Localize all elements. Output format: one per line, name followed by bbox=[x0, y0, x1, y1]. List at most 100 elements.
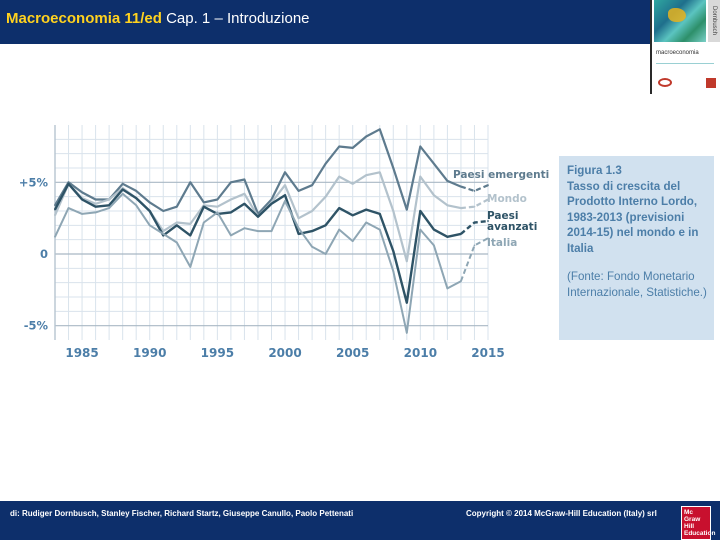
data-point-paesi-avanzati bbox=[446, 235, 449, 238]
data-point-mondo bbox=[378, 171, 381, 174]
data-point-mondo bbox=[405, 260, 408, 263]
data-point-paesi-emergenti bbox=[135, 190, 138, 192]
data-point-mondo bbox=[460, 207, 462, 210]
data-point-italia bbox=[94, 211, 97, 214]
y-tick-label: -5% bbox=[24, 319, 49, 333]
series-forecast-paesi-emergenti bbox=[460, 184, 489, 193]
data-point-italia bbox=[243, 227, 246, 230]
data-point-italia bbox=[446, 287, 449, 290]
data-point-paesi-avanzati bbox=[432, 228, 435, 231]
data-point-italia bbox=[284, 200, 286, 202]
data-point-italia bbox=[405, 331, 408, 334]
figure-caption-box: Figura 1.3 Tasso di crescita del Prodott… bbox=[559, 156, 714, 340]
data-point-paesi-avanzati bbox=[108, 204, 111, 207]
data-point-italia bbox=[54, 235, 56, 238]
data-point-italia bbox=[324, 253, 327, 255]
data-point-mondo bbox=[297, 217, 300, 220]
data-point-paesi-avanzati bbox=[270, 202, 273, 205]
cover-divider bbox=[656, 63, 714, 64]
data-point-italia bbox=[189, 266, 192, 268]
data-point-paesi-avanzati bbox=[392, 250, 395, 253]
data-point-paesi-emergenti bbox=[216, 198, 219, 201]
cover-side-label: Dornbusch bbox=[708, 0, 720, 42]
data-point-paesi-avanzati bbox=[189, 234, 192, 237]
data-point-paesi-emergenti bbox=[405, 208, 408, 211]
data-point-mondo bbox=[432, 194, 435, 197]
data-point-mondo bbox=[189, 223, 192, 225]
data-point-paesi-emergenti bbox=[487, 184, 489, 187]
data-point-paesi-avanzati bbox=[378, 212, 381, 215]
data-point-paesi-emergenti bbox=[162, 210, 165, 212]
data-point-italia bbox=[175, 241, 178, 244]
data-point-mondo bbox=[473, 205, 476, 208]
data-point-paesi-avanzati bbox=[419, 210, 422, 212]
data-point-paesi-emergenti bbox=[284, 171, 286, 174]
data-point-italia bbox=[297, 227, 300, 230]
data-point-paesi-emergenti bbox=[270, 198, 273, 201]
data-point-paesi-emergenti bbox=[148, 201, 151, 204]
data-point-paesi-avanzati bbox=[94, 205, 97, 208]
data-point-mondo bbox=[243, 192, 246, 195]
data-point-italia bbox=[230, 234, 232, 237]
x-tick-label: 1990 bbox=[133, 346, 166, 360]
data-point-mondo bbox=[351, 182, 354, 185]
x-tick-label: 2010 bbox=[404, 346, 437, 360]
data-point-mondo bbox=[108, 198, 111, 201]
data-point-paesi-avanzati bbox=[311, 230, 313, 232]
data-point-paesi-emergenti bbox=[121, 182, 124, 185]
data-point-paesi-emergenti bbox=[94, 198, 97, 201]
data-point-paesi-avanzati bbox=[202, 205, 205, 208]
header-bar bbox=[0, 0, 650, 44]
data-point-mondo bbox=[392, 210, 395, 212]
data-point-paesi-avanzati bbox=[284, 194, 286, 197]
data-point-paesi-emergenti bbox=[81, 191, 83, 194]
cover-title: macroeconomia bbox=[656, 50, 699, 56]
data-point-mondo bbox=[230, 198, 232, 201]
data-point-paesi-emergenti bbox=[54, 204, 56, 207]
x-tick-label: 1985 bbox=[65, 346, 98, 360]
data-point-mondo bbox=[162, 230, 165, 232]
data-point-paesi-emergenti bbox=[378, 128, 381, 131]
data-point-italia bbox=[121, 192, 124, 195]
data-point-paesi-emergenti bbox=[432, 162, 435, 165]
figure-number: Figura 1.3 bbox=[567, 164, 622, 177]
data-point-mondo bbox=[311, 210, 313, 212]
data-point-paesi-emergenti bbox=[243, 178, 246, 181]
x-tick-label: 2005 bbox=[336, 346, 369, 360]
y-tick-label: 0 bbox=[40, 247, 48, 261]
data-point-paesi-avanzati bbox=[365, 208, 368, 211]
data-point-italia bbox=[135, 204, 138, 207]
data-point-italia bbox=[148, 224, 151, 227]
data-point-paesi-emergenti bbox=[365, 135, 368, 138]
data-point-paesi-avanzati bbox=[243, 202, 246, 205]
legend-label-paesi-avanzati: Paesi avanzati bbox=[487, 210, 537, 233]
data-point-paesi-avanzati bbox=[135, 197, 138, 199]
data-point-paesi-avanzati bbox=[338, 207, 341, 210]
data-point-italia bbox=[216, 211, 219, 214]
data-point-paesi-avanzati bbox=[148, 210, 151, 212]
series-forecast-mondo bbox=[460, 198, 489, 210]
data-point-mondo bbox=[284, 184, 286, 187]
data-point-italia bbox=[81, 212, 83, 215]
legend-label-paesi-emergenti: Paesi emergenti bbox=[453, 169, 549, 181]
y-tick-label: +5% bbox=[19, 175, 49, 189]
data-point-mondo bbox=[216, 205, 219, 208]
footer-bar bbox=[0, 501, 720, 540]
data-point-paesi-emergenti bbox=[460, 185, 462, 188]
publisher-square-icon bbox=[706, 78, 716, 88]
data-point-paesi-avanzati bbox=[297, 233, 300, 235]
figure-source: (Fonte: Fondo Monetario Internazionale, … bbox=[567, 270, 707, 299]
data-point-paesi-avanzati bbox=[257, 215, 259, 218]
chart-axes: +5% 0 -5% 1985 1990 1995 2000 2005 2010 2015 bbox=[19, 125, 505, 360]
data-point-italia bbox=[202, 221, 205, 224]
data-point-paesi-avanzati bbox=[121, 188, 124, 191]
data-point-paesi-emergenti bbox=[446, 180, 449, 182]
data-point-paesi-avanzati bbox=[230, 211, 232, 214]
data-point-italia bbox=[162, 233, 165, 235]
x-tick-label: 2015 bbox=[471, 346, 504, 360]
x-tick-label: 1995 bbox=[201, 346, 234, 360]
data-point-paesi-avanzati bbox=[175, 224, 178, 227]
data-point-paesi-emergenti bbox=[324, 162, 327, 165]
footer-copyright: Copyright © 2014 McGraw-Hill Education (… bbox=[466, 509, 657, 518]
data-point-paesi-emergenti bbox=[338, 145, 341, 148]
